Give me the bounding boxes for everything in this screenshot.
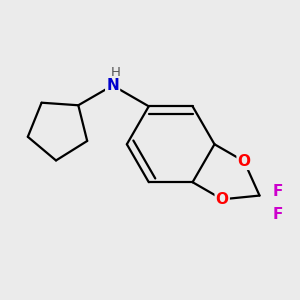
Text: H: H [111, 66, 121, 79]
Text: O: O [238, 154, 250, 169]
Text: F: F [272, 184, 283, 199]
Text: F: F [272, 207, 283, 222]
Text: O: O [216, 192, 229, 207]
Text: N: N [106, 78, 119, 93]
